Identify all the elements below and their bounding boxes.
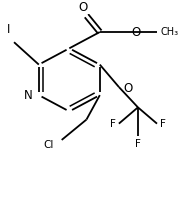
Text: I: I [7,23,10,36]
Text: F: F [135,139,141,149]
Text: N: N [24,89,33,102]
Text: O: O [124,82,133,95]
Text: CH₃: CH₃ [161,27,179,37]
Text: O: O [131,26,141,39]
Text: Cl: Cl [44,140,54,150]
Text: F: F [110,119,116,129]
Text: O: O [78,1,87,14]
Text: F: F [160,119,166,129]
